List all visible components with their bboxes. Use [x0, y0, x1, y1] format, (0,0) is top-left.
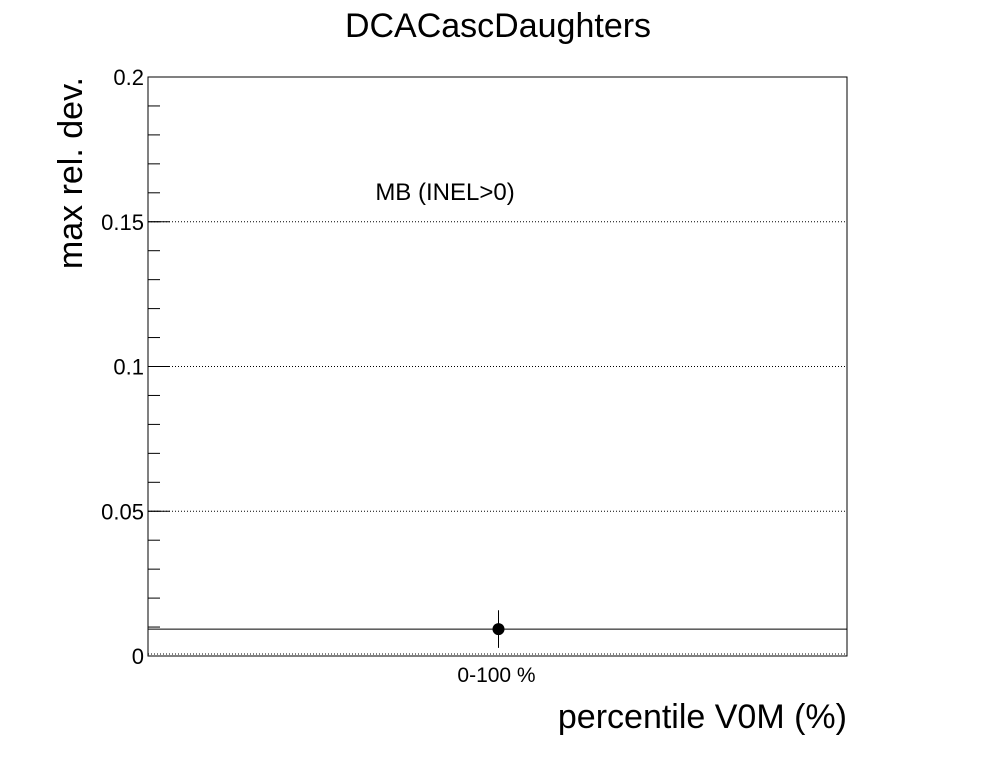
- y-axis: 0 0.05 0.1 0.15 0.2: [101, 65, 170, 669]
- y-tick-label: 0.05: [101, 499, 144, 524]
- y-tick-label: 0.15: [101, 210, 144, 235]
- x-axis: 0-100 %: [457, 664, 535, 687]
- y-tick-label: 0: [132, 644, 144, 669]
- y-tick-label: 0.1: [113, 355, 144, 380]
- y-axis-label: max rel. dev.: [52, 77, 90, 269]
- chart-title: DCACascDaughters: [345, 7, 651, 45]
- annotation-label: MB (INEL>0): [375, 179, 514, 206]
- x-axis-label: percentile V0M (%): [558, 698, 847, 736]
- grid: [148, 221, 847, 655]
- x-tick-label: 0-100 %: [457, 664, 535, 687]
- y-tick-label: 0.2: [113, 65, 144, 90]
- data-point: [492, 623, 505, 636]
- data-series: [148, 610, 847, 648]
